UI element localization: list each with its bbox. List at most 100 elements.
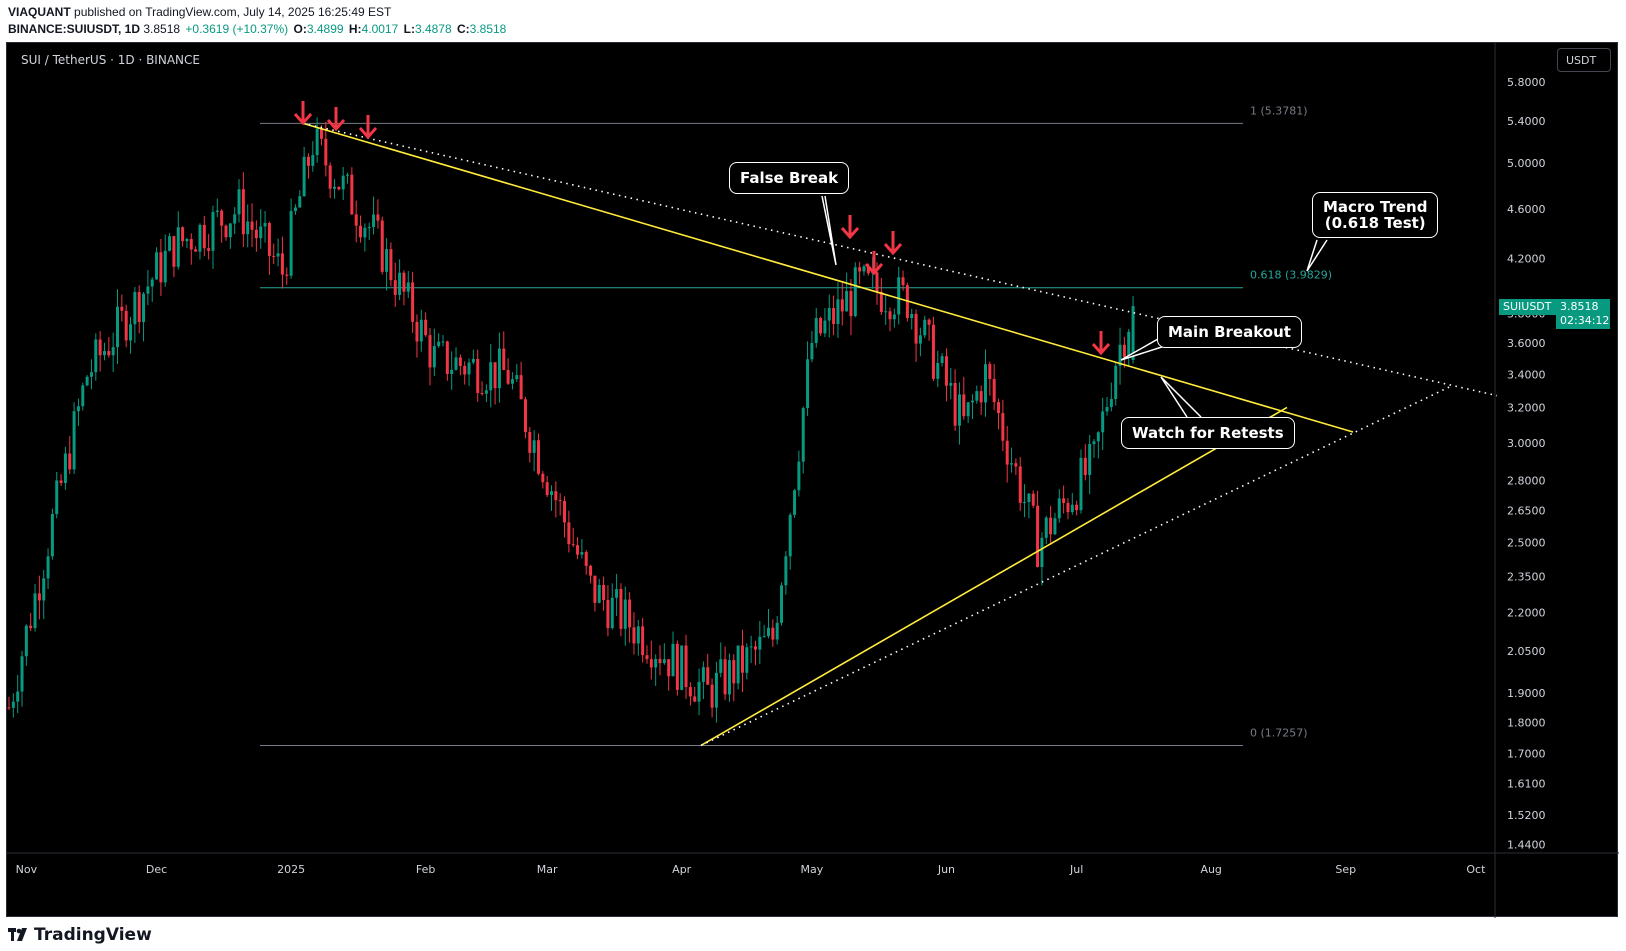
candle-body bbox=[1031, 493, 1035, 506]
candle-body bbox=[471, 358, 475, 363]
y-tick-label: 1.4400 bbox=[1507, 839, 1546, 852]
candle-body bbox=[762, 636, 766, 638]
macro-trend-line2: (0.618 Test) bbox=[1324, 214, 1426, 232]
currency-button[interactable]: USDT bbox=[1557, 48, 1611, 72]
candle-body bbox=[563, 501, 567, 523]
candle-body bbox=[133, 292, 137, 325]
candle-body bbox=[667, 659, 671, 677]
candle-body bbox=[363, 227, 367, 238]
candle-body bbox=[1131, 306, 1135, 361]
candle-body bbox=[619, 588, 623, 629]
candle-body bbox=[684, 645, 688, 688]
candle-body bbox=[89, 372, 93, 377]
candle-body bbox=[1092, 441, 1096, 445]
candle-body bbox=[111, 347, 115, 356]
candle-body bbox=[1023, 502, 1027, 504]
candle-body bbox=[671, 643, 675, 677]
candle-body bbox=[267, 223, 271, 256]
candle-body bbox=[810, 342, 814, 360]
candle-body bbox=[1005, 440, 1009, 465]
candle-body bbox=[450, 369, 454, 375]
candle-body bbox=[1040, 537, 1044, 568]
price-tag: 3.8518 02:34:12 bbox=[1556, 299, 1610, 329]
candle-body bbox=[24, 625, 28, 657]
candle-body bbox=[419, 319, 423, 342]
candle-body bbox=[597, 584, 601, 603]
candle-body bbox=[536, 440, 540, 474]
candle-body bbox=[918, 335, 922, 344]
candle-body bbox=[767, 627, 770, 637]
candle-body bbox=[484, 390, 488, 394]
candle-body bbox=[931, 324, 935, 379]
y-tick-label: 1.7000 bbox=[1507, 748, 1546, 761]
candle-body bbox=[576, 545, 580, 555]
candle-body bbox=[289, 211, 293, 276]
candle-body bbox=[1049, 517, 1053, 535]
candle-body bbox=[98, 339, 102, 356]
candle-body bbox=[437, 341, 441, 347]
chart-canvas[interactable]: 5.80005.40005.00004.60004.20003.80003.60… bbox=[7, 43, 1619, 918]
macro-trend-line1: Macro Trend bbox=[1323, 198, 1428, 216]
candle-body bbox=[376, 214, 380, 221]
fib-level-label: 0 (1.7257) bbox=[1250, 726, 1308, 739]
price-change: +0.3619 (+10.37%) bbox=[185, 22, 289, 36]
candle-body bbox=[1079, 457, 1083, 511]
candle-body bbox=[632, 627, 636, 644]
candle-body bbox=[697, 681, 701, 702]
candle-body bbox=[293, 207, 297, 212]
candle-body bbox=[940, 356, 944, 363]
candle-body bbox=[550, 491, 553, 496]
chart-frame[interactable]: 5.80005.40005.00004.60004.20003.80003.60… bbox=[6, 42, 1619, 918]
y-tick-label: 5.0000 bbox=[1507, 157, 1546, 170]
candle-body bbox=[428, 335, 432, 368]
candle-body bbox=[788, 514, 792, 557]
candle-body bbox=[1001, 413, 1005, 441]
candle-body bbox=[997, 402, 1001, 414]
y-tick-label: 4.6000 bbox=[1507, 203, 1546, 216]
candle-body bbox=[710, 684, 714, 708]
candle-body bbox=[76, 406, 80, 412]
candle-body bbox=[714, 672, 718, 708]
candle-body bbox=[1044, 517, 1048, 538]
x-tick-label: 2025 bbox=[277, 863, 305, 876]
candle-body bbox=[85, 376, 89, 386]
candle-body bbox=[827, 308, 831, 321]
candle-body bbox=[393, 280, 397, 295]
candle-body bbox=[593, 575, 597, 603]
tradingview-logo[interactable]: TradingView bbox=[8, 925, 152, 945]
candle-body bbox=[801, 408, 805, 462]
candle-body bbox=[142, 293, 146, 323]
candle-body bbox=[602, 584, 606, 600]
candle-body bbox=[385, 249, 389, 272]
candle-body bbox=[46, 556, 50, 579]
y-tick-label: 1.9000 bbox=[1507, 687, 1546, 700]
candle-body bbox=[923, 319, 927, 336]
candle-body bbox=[441, 341, 445, 343]
candle-body bbox=[467, 362, 471, 375]
candle-body bbox=[172, 236, 176, 267]
symbol-line: BINANCE:SUIUSDT, 1D bbox=[8, 22, 141, 36]
y-tick-label: 2.3500 bbox=[1507, 570, 1546, 583]
candle-body bbox=[819, 317, 823, 334]
x-tick-label: Sep bbox=[1335, 863, 1356, 876]
open-label: O: bbox=[293, 22, 307, 36]
candle-body bbox=[845, 291, 849, 312]
candle-body bbox=[732, 660, 736, 684]
main-breakout-pointer bbox=[1120, 334, 1166, 361]
y-tick-label: 2.8000 bbox=[1507, 475, 1546, 488]
candle-body bbox=[272, 255, 276, 257]
candle-body bbox=[723, 659, 727, 695]
fib-level-label: 0.618 (3.9829) bbox=[1250, 269, 1332, 282]
open-value: 3.4899 bbox=[306, 22, 344, 36]
tradingview-logo-icon bbox=[8, 928, 27, 941]
descending-trendline bbox=[302, 122, 1354, 433]
candle-body bbox=[233, 214, 237, 224]
candle-body bbox=[202, 224, 206, 249]
candle-body bbox=[215, 210, 219, 212]
candle-body bbox=[372, 214, 376, 228]
candle-body bbox=[1088, 444, 1092, 476]
candle-body bbox=[662, 659, 666, 664]
macro-ascending-dotted-line bbox=[700, 384, 1453, 747]
candle-body bbox=[137, 292, 141, 323]
candle-body bbox=[879, 291, 883, 312]
